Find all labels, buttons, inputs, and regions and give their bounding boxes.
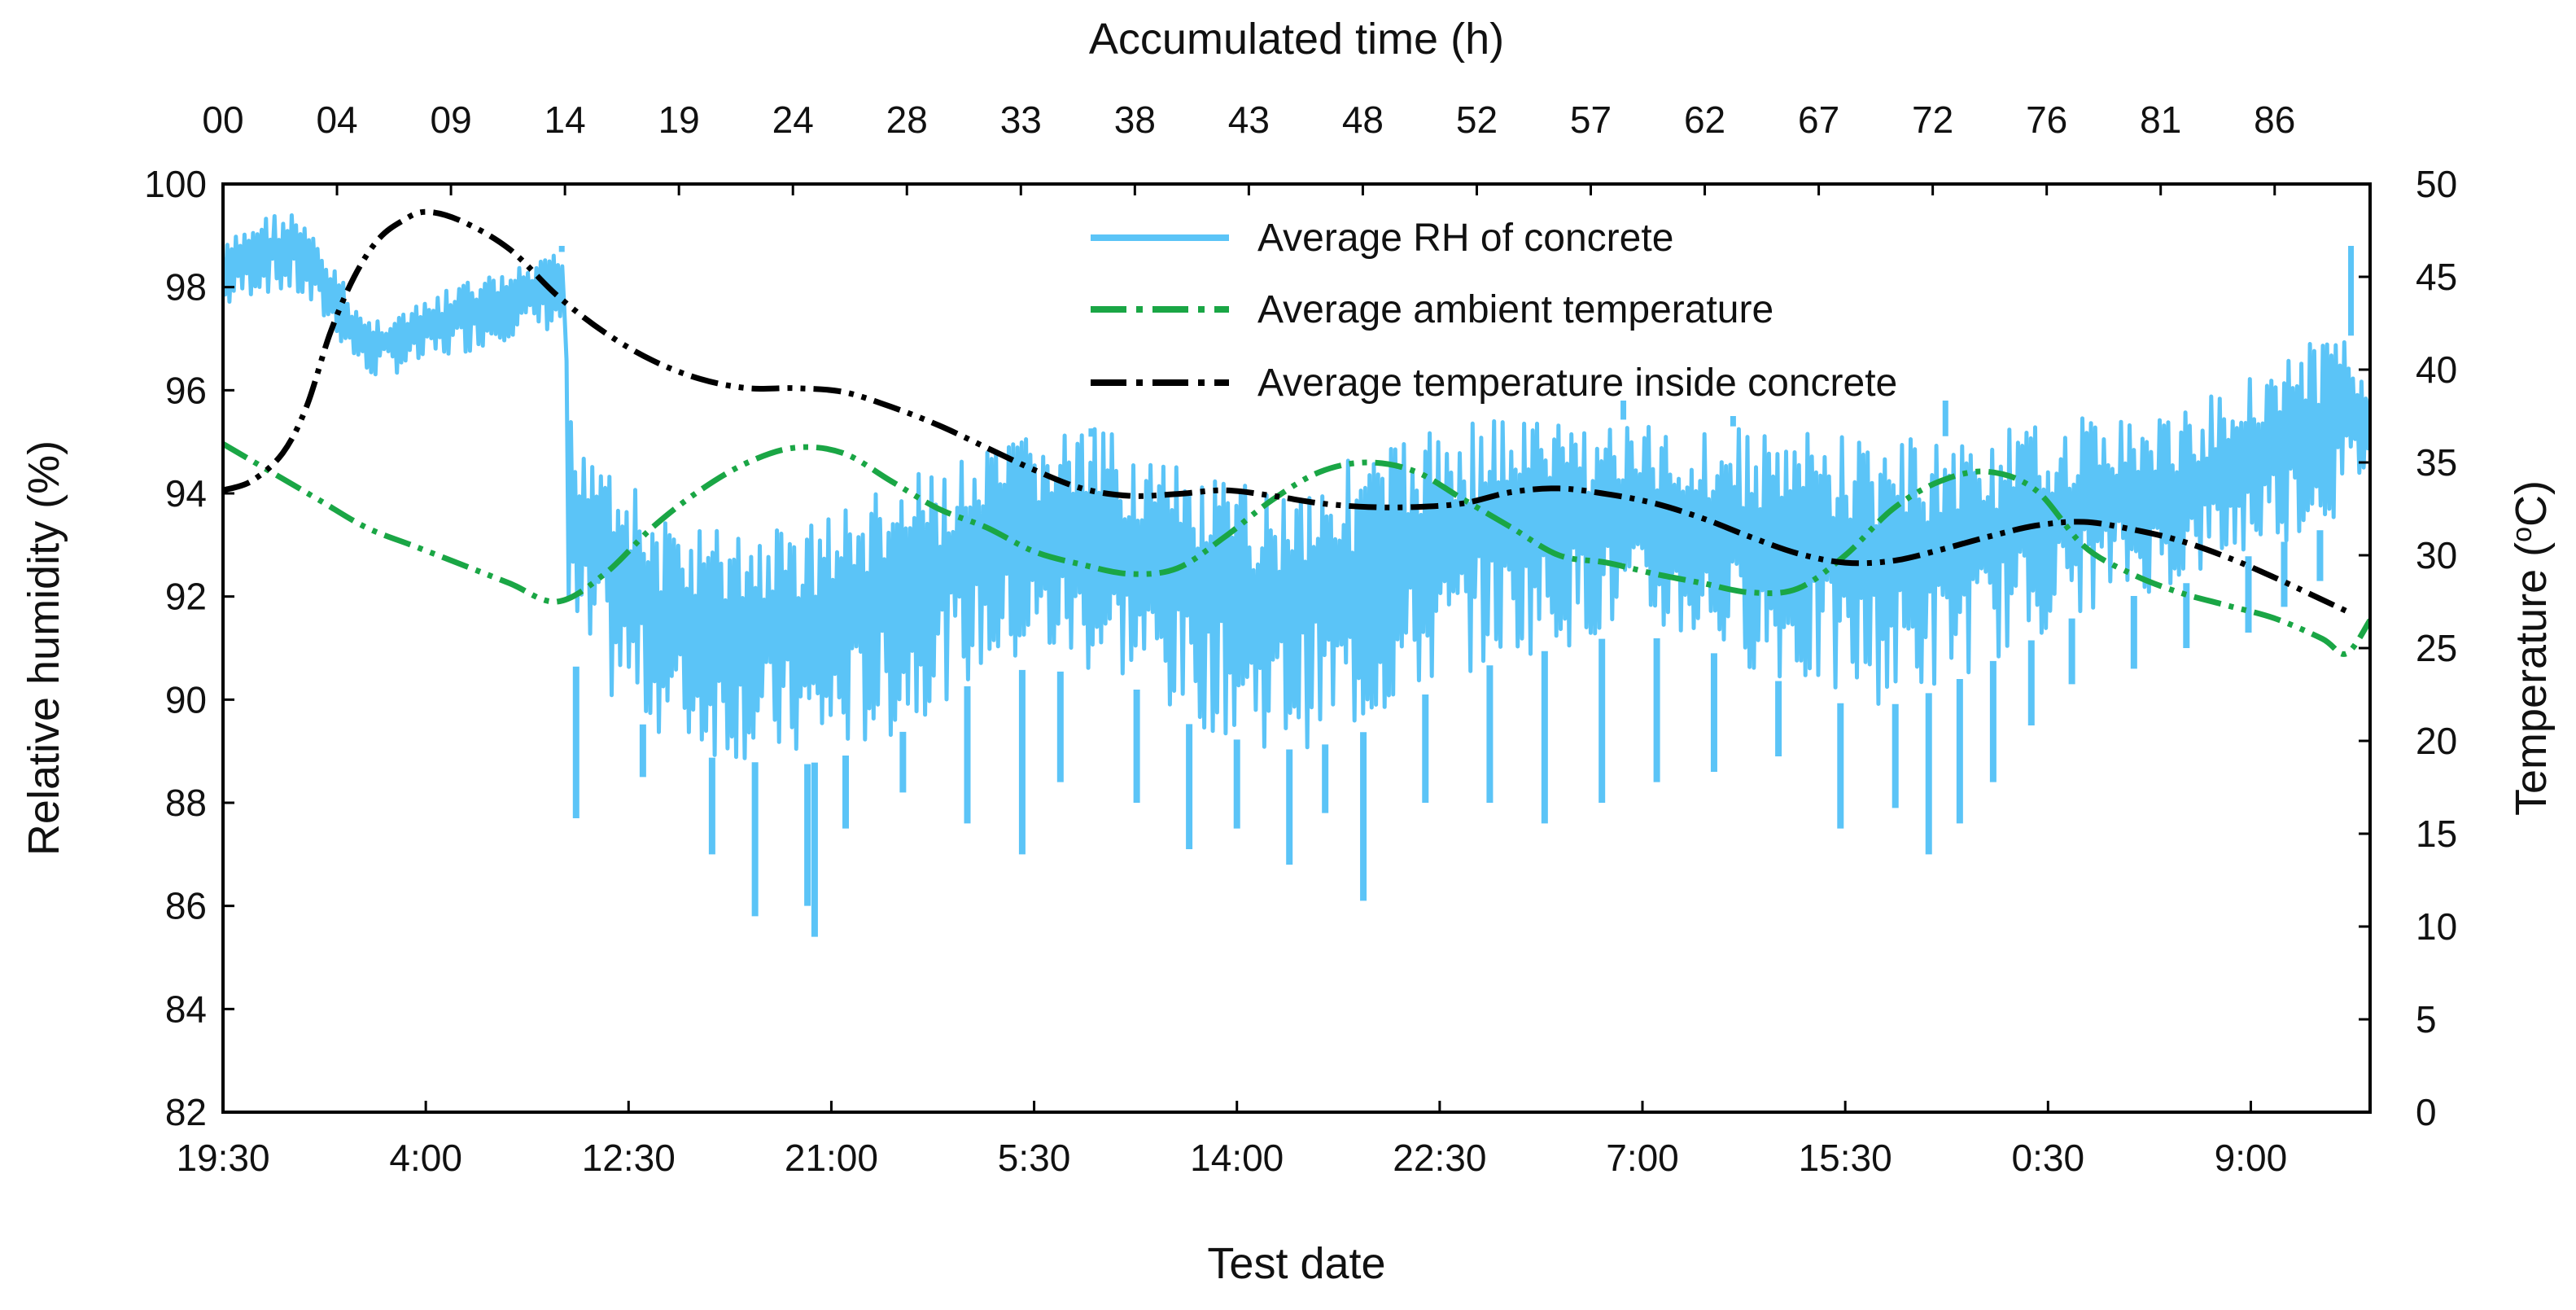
top-tick-label: 81 <box>2140 99 2181 141</box>
y-left-tick-label: 86 <box>165 885 207 927</box>
top-tick-label: 52 <box>1456 99 1498 141</box>
top-tick-label: 72 <box>1912 99 1953 141</box>
y-right-tick-label: 15 <box>2416 813 2457 855</box>
y-left-tick-label: 100 <box>144 163 207 205</box>
x-tick-label: 9:00 <box>2215 1137 2288 1179</box>
top-tick-label: 14 <box>545 99 586 141</box>
top-tick-label: 48 <box>1342 99 1384 141</box>
degree-superscript: o <box>2507 527 2538 542</box>
legend-label-ambient: Average ambient temperature <box>1257 288 1773 331</box>
ticks-layer: 82 84 86 88 90 92 94 96 98 100 0 5 10 15 20 25 30 35 40 45 5… <box>144 99 2457 1179</box>
x-tick-label: 12:30 <box>582 1137 676 1179</box>
x-tick-label: 22:30 <box>1393 1137 1486 1179</box>
top-tick-label: 43 <box>1228 99 1270 141</box>
y-right-tick-label: 25 <box>2416 627 2457 669</box>
x-tick-label: 5:30 <box>998 1137 1071 1179</box>
top-tick-label: 24 <box>772 99 814 141</box>
top-tick-label: 67 <box>1798 99 1839 141</box>
y-left-tick-label: 96 <box>165 369 207 411</box>
top-tick-label: 00 <box>202 99 243 141</box>
y-left-tick-label: 84 <box>165 988 207 1030</box>
top-tick-label: 04 <box>316 99 357 141</box>
y-left-tick-label: 82 <box>165 1091 207 1133</box>
x-tick-label: 19:30 <box>176 1137 269 1179</box>
top-tick-label: 86 <box>2254 99 2295 141</box>
y-right-tick-label: 30 <box>2416 534 2457 576</box>
y-right-axis-title: Temperature (oC) <box>2507 480 2556 816</box>
x-tick-label: 7:00 <box>1606 1137 1679 1179</box>
x-tick-label: 15:30 <box>1799 1137 1892 1179</box>
y-right-tick-label: 5 <box>2416 998 2437 1041</box>
inside-temperature-line <box>223 208 2348 614</box>
y-right-title-start: Temperature ( <box>2507 542 2556 816</box>
top-tick-label: 38 <box>1114 99 1156 141</box>
top-tick-label: 09 <box>430 99 471 141</box>
x-tick-label: 14:00 <box>1190 1137 1284 1179</box>
y-right-tick-label: 35 <box>2416 441 2457 484</box>
y-left-tick-label: 98 <box>165 266 207 309</box>
legend-label-inside: Average temperature inside concrete <box>1257 361 1897 405</box>
x-tick-label: 0:30 <box>2012 1137 2085 1179</box>
x-tick-label: 21:00 <box>785 1137 878 1179</box>
rh-series-line <box>223 213 2370 760</box>
top-tick-label: 28 <box>886 99 928 141</box>
y-right-tick-label: 45 <box>2416 256 2457 298</box>
ambient-temperature-line <box>223 441 2370 657</box>
y-left-tick-label: 94 <box>165 472 207 515</box>
y-right-tick-label: 40 <box>2416 348 2457 391</box>
y-right-tick-label: 10 <box>2416 905 2457 948</box>
y-right-tick-label: 0 <box>2416 1091 2437 1133</box>
y-right-tick-label: 50 <box>2416 163 2457 205</box>
y-left-axis-title: Relative humidity (%) <box>20 440 68 856</box>
top-axis-title: Accumulated time (h) <box>1089 15 1504 64</box>
y-left-tick-label: 92 <box>165 576 207 618</box>
y-left-tick-label: 88 <box>165 782 207 824</box>
top-tick-label: 33 <box>1000 99 1042 141</box>
top-tick-label: 57 <box>1570 99 1612 141</box>
top-tick-label: 76 <box>2026 99 2067 141</box>
y-right-tick-label: 20 <box>2416 720 2457 762</box>
y-right-title-end: C) <box>2507 480 2556 527</box>
top-tick-label: 19 <box>658 99 700 141</box>
series-layer <box>223 208 2370 937</box>
x-tick-label: 4:00 <box>389 1137 462 1179</box>
x-axis-title: Test date <box>1207 1239 1385 1288</box>
legend: Average RH of concrete Average ambient t… <box>1091 217 1897 405</box>
y-left-tick-label: 90 <box>165 678 207 721</box>
top-tick-label: 62 <box>1684 99 1725 141</box>
legend-label-rh: Average RH of concrete <box>1257 217 1673 260</box>
